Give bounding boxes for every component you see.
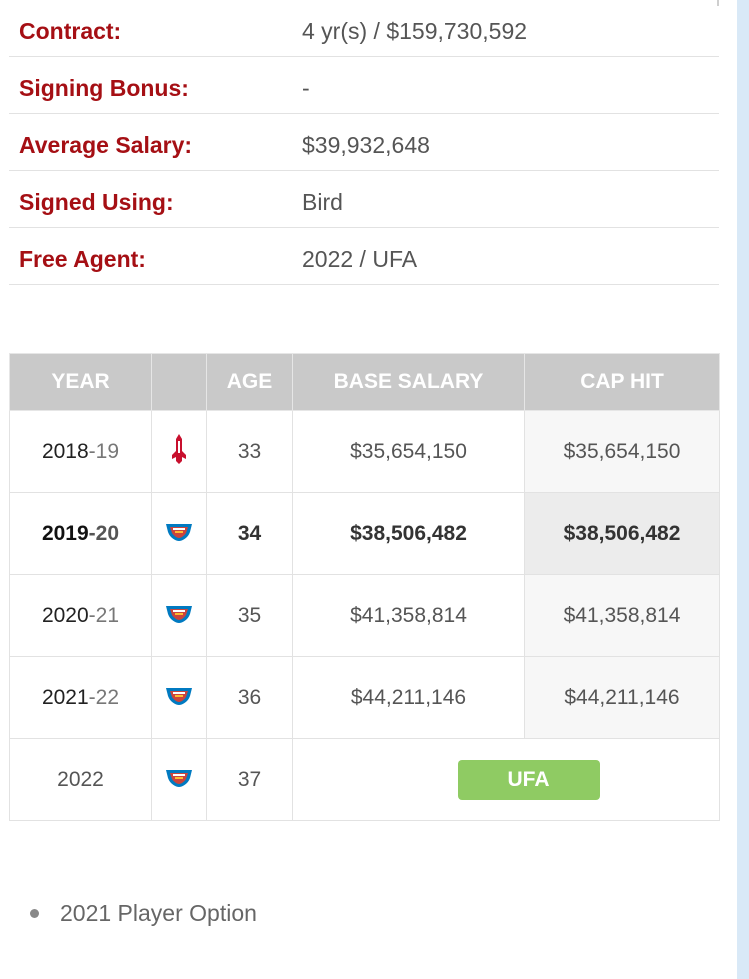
thunder-logo-icon: [164, 520, 194, 548]
year-cell: 2018-19: [9, 410, 152, 493]
info-label: Signing Bonus:: [19, 75, 189, 101]
contract-table: YEAR AGE BASE SALARY CAP HIT 2018-19 33 …: [9, 353, 720, 821]
age-cell: 36: [206, 656, 293, 739]
year-start: 2018: [41, 439, 89, 463]
info-value: Bird: [302, 189, 343, 215]
base-salary-cell-option: $44,211,146: [292, 656, 525, 739]
team-cell: [151, 492, 207, 575]
base-salary-cell: $35,654,150: [292, 410, 525, 493]
thunder-logo-icon: [164, 602, 194, 630]
header-age: AGE: [206, 353, 293, 411]
header-cap-hit: CAP HIT: [524, 353, 720, 411]
info-label: Signed Using:: [19, 189, 174, 215]
note-text: 2021 Player Option: [60, 900, 257, 926]
header-base-salary: BASE SALARY: [292, 353, 525, 411]
table-row: 2021-22 36 $44,211,146 $44,211,146: [9, 656, 720, 739]
year-cell: 2021-22: [9, 656, 152, 739]
rockets-logo-icon: [168, 433, 190, 471]
year-cell: 2022: [9, 738, 152, 821]
team-cell: [151, 574, 207, 657]
year-cell: 2019-20: [9, 492, 152, 575]
info-row-signed-using: Signed Using: Bird: [9, 171, 719, 228]
cap-hit-cell: $38,506,482: [524, 492, 720, 575]
table-row: 2019-20 34 $38,506,482 $38,506,482: [9, 492, 720, 575]
info-row-signing-bonus: Signing Bonus: -: [9, 57, 719, 114]
table-row: 2020-21 35 $41,358,814 $41,358,814: [9, 574, 720, 657]
cap-hit-cell: $35,654,150: [524, 410, 720, 493]
team-cell: [151, 410, 207, 493]
contract-notes: 2021 Player Option: [30, 900, 257, 927]
bullet-icon: [30, 909, 39, 918]
year-end: -19: [88, 439, 120, 463]
info-value: -: [302, 75, 310, 101]
team-cell: [151, 738, 207, 821]
scrollbar-track[interactable]: [737, 0, 749, 979]
info-label: Average Salary:: [19, 132, 193, 158]
table-row-free-agent: 2022 37 UFA: [9, 738, 720, 821]
ufa-badge: UFA: [457, 759, 600, 800]
year-start: 2020: [41, 603, 89, 627]
free-agent-status-cell: UFA: [292, 738, 720, 821]
header-year: YEAR: [9, 353, 152, 411]
team-cell: [151, 656, 207, 739]
info-label: Free Agent:: [19, 246, 146, 272]
year-end: -20: [88, 521, 120, 545]
year-end: -21: [88, 603, 120, 627]
year-start: 2019: [41, 521, 89, 545]
thunder-logo-icon: [164, 684, 194, 712]
note-item: 2021 Player Option: [30, 900, 257, 927]
age-cell: 37: [206, 738, 293, 821]
info-row-average-salary: Average Salary: $39,932,648: [9, 114, 719, 171]
table-row: 2018-19 33 $35,654,150 $35,654,150: [9, 410, 720, 493]
thunder-logo-icon: [164, 766, 194, 794]
base-salary-cell: $38,506,482: [292, 492, 525, 575]
info-label: Contract:: [19, 18, 122, 44]
divider: [717, 0, 719, 6]
age-cell: 34: [206, 492, 293, 575]
header-team: [151, 353, 207, 411]
cap-hit-cell-option: $44,211,146: [524, 656, 720, 739]
year-start: 2021: [41, 685, 89, 709]
info-value: 2022 / UFA: [302, 246, 418, 272]
cap-hit-cell: $41,358,814: [524, 574, 720, 657]
info-value: $39,932,648: [302, 132, 430, 158]
contract-info-list: Contract: 4 yr(s) / $159,730,592 Signing…: [9, 0, 719, 285]
year-end: -22: [88, 685, 120, 709]
info-row-contract: Contract: 4 yr(s) / $159,730,592: [9, 0, 719, 57]
table-header-row: YEAR AGE BASE SALARY CAP HIT: [9, 353, 720, 411]
age-cell: 33: [206, 410, 293, 493]
year-cell: 2020-21: [9, 574, 152, 657]
base-salary-cell: $41,358,814: [292, 574, 525, 657]
info-row-free-agent: Free Agent: 2022 / UFA: [9, 228, 719, 285]
age-cell: 35: [206, 574, 293, 657]
info-value: 4 yr(s) / $159,730,592: [302, 18, 528, 44]
